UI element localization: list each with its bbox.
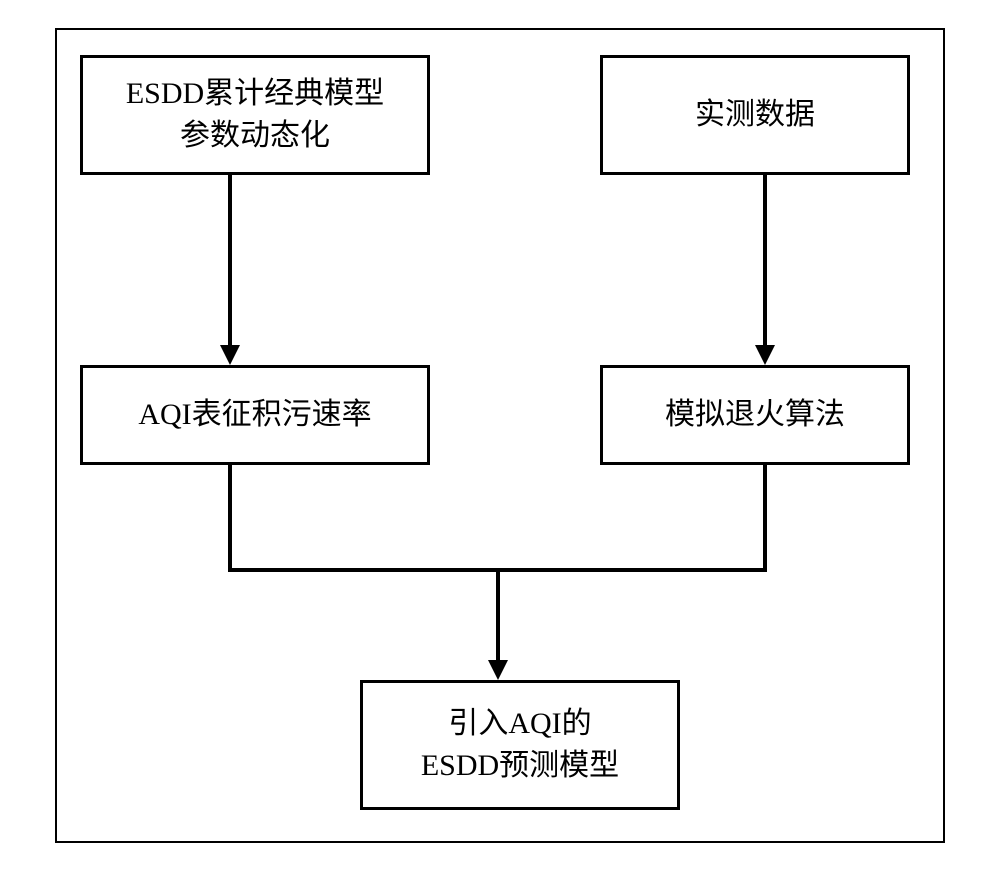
edge-line (763, 465, 767, 572)
arrow-head-icon (755, 345, 775, 365)
arrow-head-icon (488, 660, 508, 680)
arrow-head-icon (220, 345, 240, 365)
node-esdd-model-params: ESDD累计经典模型参数动态化 (80, 55, 430, 175)
edge-line (228, 465, 232, 572)
edge-line (228, 175, 232, 345)
node-label: 引入AQI的ESDD预测模型 (421, 703, 619, 787)
node-label: ESDD累计经典模型参数动态化 (126, 73, 384, 157)
edge-line (763, 175, 767, 345)
node-label: 实测数据 (695, 94, 815, 136)
node-label: 模拟退火算法 (665, 394, 845, 436)
node-measured-data: 实测数据 (600, 55, 910, 175)
node-label: AQI表征积污速率 (138, 394, 371, 436)
edge-line (496, 568, 500, 660)
node-aqi-rate: AQI表征积污速率 (80, 365, 430, 465)
node-esdd-prediction-model: 引入AQI的ESDD预测模型 (360, 680, 680, 810)
node-simulated-annealing: 模拟退火算法 (600, 365, 910, 465)
